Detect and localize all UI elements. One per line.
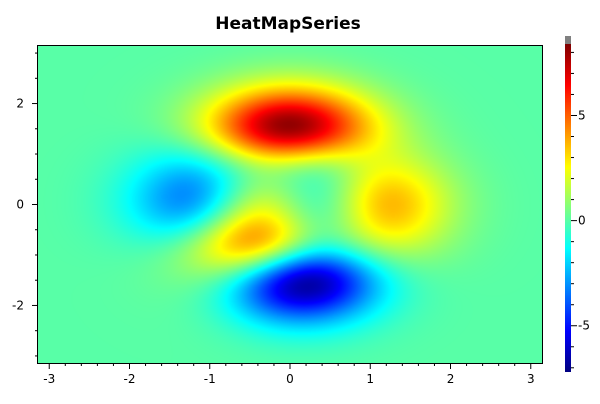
colorbar-cap [565,36,571,44]
x-tick-label: -1 [204,372,216,386]
plot-area [37,45,543,364]
y-tick-label: -2 [12,298,24,312]
x-tick-label: 0 [286,372,294,386]
heatmap-image [38,46,542,363]
y-tick-label: 2 [16,97,24,111]
chart-title: HeatMapSeries [215,14,361,34]
colorbar-tick-label: -5 [578,319,590,333]
x-tick-label: -2 [124,372,136,386]
colorbar-tick-label: 0 [578,214,586,228]
x-tick-label: 2 [447,372,455,386]
y-axis: 2 0 -2 [12,52,38,357]
x-tick-label: -3 [43,372,55,386]
colorbar-gradient [565,44,571,372]
x-axis: -3 -2 -1 0 1 2 3 [43,363,535,386]
y-tick-label: 0 [16,198,24,212]
x-tick-label: 1 [366,372,374,386]
colorbar-tick-label: 5 [578,108,586,122]
colorbar [565,36,571,372]
x-tick-label: 3 [527,372,535,386]
colorbar-axis: 5 0 -5 [571,51,590,369]
